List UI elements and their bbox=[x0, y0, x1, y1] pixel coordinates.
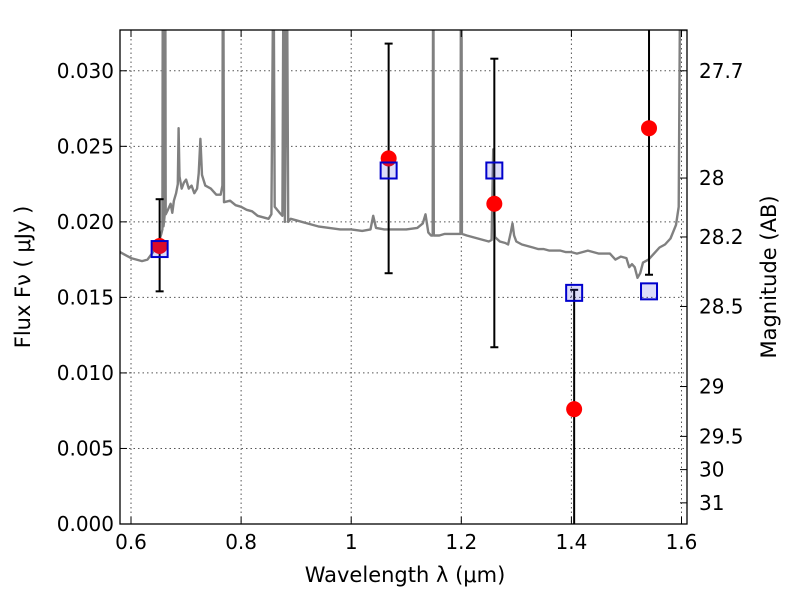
model-flux-point bbox=[485, 161, 504, 180]
right-tick-label: 28.2 bbox=[699, 225, 744, 249]
right-tick-label: 29.5 bbox=[699, 424, 744, 448]
model-flux-point bbox=[150, 240, 169, 259]
axis-ticks: 0.6 0.8 1 1.2 1.4 1.6 0.000 0.005 0.010 0.015 0.02… bbox=[57, 30, 744, 554]
model-flux-point bbox=[379, 161, 398, 180]
y-tick-label: 0.025 bbox=[57, 134, 114, 158]
plot-area bbox=[120, 30, 687, 279]
y-tick-label: 0.020 bbox=[57, 210, 114, 234]
right-tick-label: 30 bbox=[699, 458, 724, 482]
x-tick-label: 0.6 bbox=[115, 530, 147, 554]
right-tick-label: 31 bbox=[699, 491, 724, 515]
model-spectrum-line bbox=[120, 30, 687, 279]
right-tick-label: 28.5 bbox=[699, 294, 744, 318]
y-axis-label: Flux Fν ( μJy ) bbox=[11, 206, 35, 349]
y-tick-label: 0.010 bbox=[57, 361, 114, 385]
model-flux-point bbox=[565, 283, 584, 302]
x-tick-label: 1.6 bbox=[666, 530, 698, 554]
y-tick-label: 0.030 bbox=[57, 59, 114, 83]
y-tick-label: 0.000 bbox=[57, 512, 114, 536]
observed-flux-point bbox=[641, 120, 658, 137]
plot-frame bbox=[119, 29, 688, 525]
x-tick-label: 0.8 bbox=[225, 530, 257, 554]
y-axis-right-label: Magnitude (AB) bbox=[757, 195, 781, 358]
observed-flux-point bbox=[486, 195, 503, 212]
data-markers bbox=[150, 120, 659, 418]
observed-flux-point bbox=[566, 401, 583, 418]
right-tick-label: 29 bbox=[699, 375, 724, 399]
x-tick-label: 1.4 bbox=[555, 530, 587, 554]
x-axis-label: Wavelength λ (μm) bbox=[305, 563, 506, 587]
y-tick-label: 0.005 bbox=[57, 436, 114, 460]
right-tick-label: 28 bbox=[699, 166, 724, 190]
x-tick-label: 1 bbox=[345, 530, 358, 554]
x-tick-label: 1.2 bbox=[445, 530, 477, 554]
model-flux-point bbox=[640, 282, 659, 301]
right-tick-label: 27.7 bbox=[699, 59, 744, 83]
y-tick-label: 0.015 bbox=[57, 285, 114, 309]
